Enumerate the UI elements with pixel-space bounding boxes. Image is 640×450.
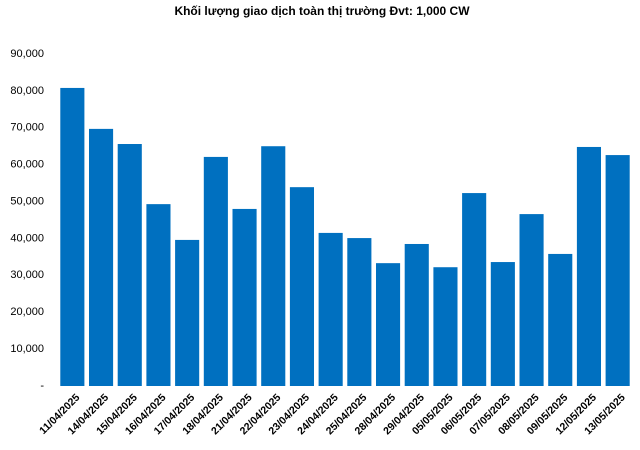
bar	[203, 156, 228, 386]
chart-title: Khối lượng giao dịch toàn thị trường Đvt…	[174, 4, 470, 18]
y-tick-label: -	[40, 380, 44, 392]
bar	[289, 187, 315, 386]
bar	[404, 243, 429, 386]
bar	[433, 267, 458, 386]
bar	[261, 146, 286, 386]
y-tick-label: 40,000	[10, 232, 44, 244]
y-tick-label: 50,000	[10, 195, 44, 207]
y-tick-label: 10,000	[10, 343, 44, 355]
bar	[605, 155, 630, 386]
bar	[548, 253, 573, 386]
y-tick-label: 70,000	[10, 122, 44, 134]
y-tick-label: 20,000	[10, 306, 44, 318]
y-tick-label: 80,000	[10, 85, 44, 97]
bar	[519, 214, 544, 386]
bar	[576, 146, 602, 386]
bar	[88, 128, 114, 386]
bar	[318, 232, 343, 386]
bar	[232, 208, 257, 386]
bar	[347, 238, 372, 386]
bar	[375, 263, 401, 386]
y-tick-label: 90,000	[10, 48, 44, 60]
y-tick-label: 60,000	[10, 159, 44, 171]
bar	[175, 239, 200, 386]
bar	[146, 204, 171, 386]
bar	[60, 87, 85, 386]
y-tick-label: 30,000	[10, 269, 44, 281]
bar	[462, 193, 487, 386]
bar	[490, 262, 515, 386]
bar	[117, 144, 142, 386]
